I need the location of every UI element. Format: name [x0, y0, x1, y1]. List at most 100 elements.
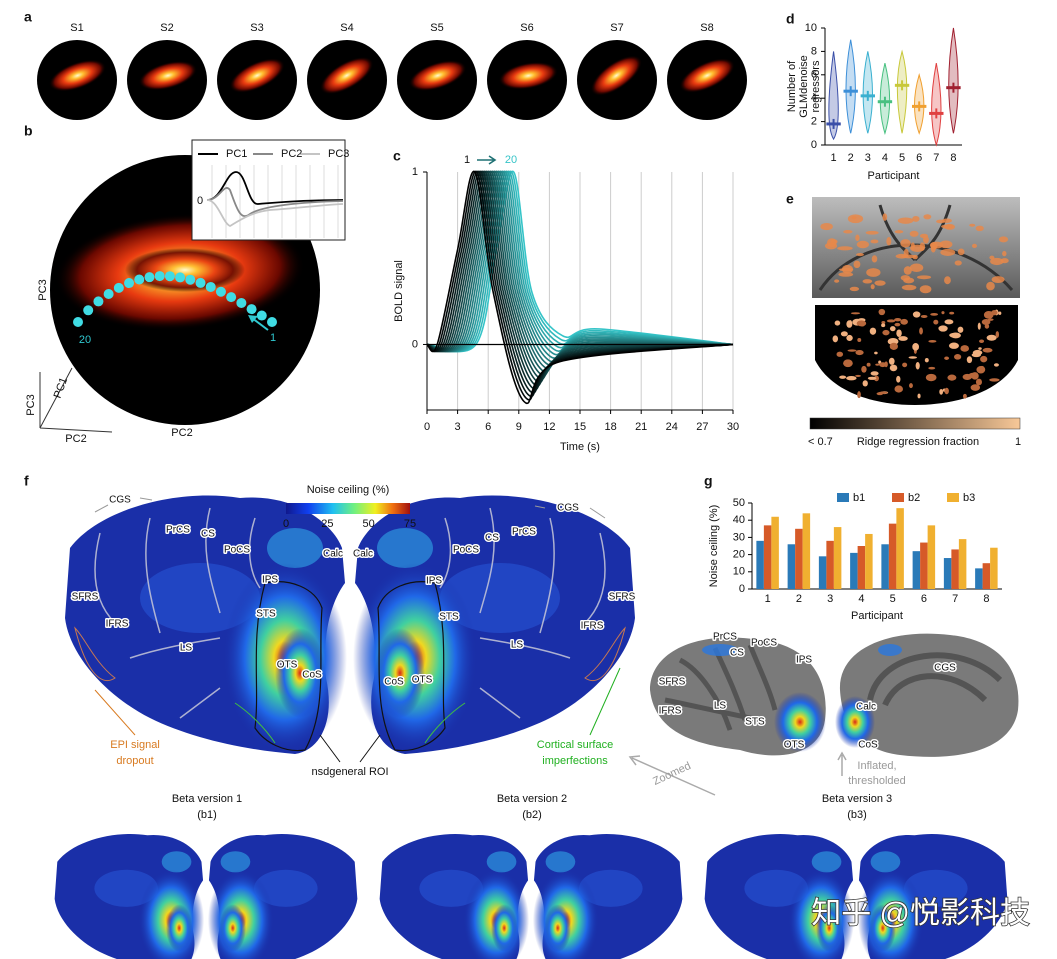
bold-curve: [426, 170, 734, 387]
ridge-blob: [847, 349, 857, 352]
bold-curve: [426, 170, 734, 401]
ridge-blob: [938, 325, 948, 332]
x-tick-label: 9: [516, 421, 522, 433]
ridge-blob: [856, 240, 869, 249]
ridge-blob: [944, 319, 954, 325]
ridge-blob: [948, 342, 959, 349]
x-tick-label: 5: [890, 593, 896, 605]
trajectory-dot: [83, 305, 94, 316]
inflated-spot: [878, 644, 902, 656]
bar: [802, 513, 811, 589]
panel-label: c: [393, 148, 401, 164]
mini-axis-label: PC2: [65, 433, 86, 445]
noise-ceiling-core: [275, 628, 325, 718]
ridge-blob: [900, 239, 911, 248]
bold-curve: [426, 170, 734, 384]
ridge-blob: [901, 284, 917, 291]
ridge-blob: [846, 376, 857, 381]
ridge-blob: [894, 230, 904, 234]
ridge-blob: [919, 233, 929, 239]
trajectory-dot: [103, 289, 114, 300]
colorbar-title: Noise ceiling (%): [307, 484, 390, 496]
ridge-blob: [928, 340, 937, 343]
trajectory-end: 1: [270, 332, 276, 344]
bold-curve: [426, 170, 734, 353]
x-axis-label: Participant: [868, 170, 920, 182]
ridge-blob: [881, 323, 886, 328]
ridge-blob: [897, 217, 914, 224]
inset-curve: [206, 199, 344, 228]
heat-core: [125, 248, 245, 292]
violin: [828, 51, 839, 141]
callout: imperfections: [542, 755, 608, 767]
bold-curve: [426, 170, 734, 398]
signal-patch: [545, 851, 576, 873]
ridge-blob: [980, 355, 988, 363]
ridge-blob: [957, 248, 965, 256]
bold-curve: [426, 170, 734, 353]
ridge-blob: [944, 356, 950, 360]
legend-swatch: [892, 493, 904, 502]
bold-curve: [426, 170, 734, 373]
trajectory-dot: [246, 304, 257, 315]
bar: [857, 546, 866, 589]
ridge-blob: [861, 365, 867, 373]
axis-label: PC3: [37, 279, 49, 300]
ridge-blob: [850, 312, 861, 315]
ridge-blob: [962, 373, 972, 380]
inflated-note: thresholded: [848, 775, 906, 787]
bar: [990, 547, 998, 589]
ridge-blob: [936, 219, 945, 224]
ridge-blob: [949, 332, 961, 338]
sulcus-label: OTS: [277, 660, 298, 671]
ridge-blob: [894, 317, 902, 322]
violin: [931, 63, 942, 147]
ridge-blob: [837, 246, 853, 251]
signal-patch: [161, 851, 192, 873]
inset-zero: 0: [197, 195, 203, 207]
inflated-hotspot: [835, 696, 875, 748]
ridge-blob: [856, 320, 867, 327]
sulcus-label: CS: [201, 529, 215, 540]
ridge-blob: [912, 311, 921, 318]
sulcus-label: Calc: [856, 702, 876, 713]
ridge-blob: [972, 349, 983, 356]
subject-label: S2: [160, 22, 173, 34]
version-title: Beta version 3: [822, 793, 892, 805]
sulcus-label: SFRS: [609, 592, 636, 603]
ridge-blob: [916, 275, 932, 280]
imperfection-outline: [234, 702, 276, 744]
ridge-blob: [909, 383, 913, 389]
sulcus-label: PrCS: [166, 525, 190, 536]
ridge-blob: [832, 335, 839, 343]
ridge-blob: [910, 244, 925, 252]
bar: [787, 544, 796, 589]
heat-blob: [138, 60, 198, 91]
ridge-blob: [989, 378, 1000, 382]
ridge-blob: [879, 362, 887, 368]
y-tick-label: 0: [811, 139, 817, 151]
ridge-blob: [969, 223, 976, 227]
ridge-blob: [983, 310, 994, 319]
inset-legend: PC2: [281, 148, 302, 160]
signal-patch: [220, 851, 251, 873]
texts: a b c d e f g PC1 PC2 PC3 0 PC3 PC2 20 1…: [24, 9, 1021, 821]
decorations: [37, 40, 1021, 959]
ridge-blob: [820, 222, 833, 231]
bold-curve: [426, 170, 734, 363]
version-title: Beta version 2: [497, 793, 567, 805]
ridge-blob: [855, 349, 864, 356]
ridge-blob: [876, 392, 884, 396]
ridge-blob: [975, 225, 984, 232]
bold-curve: [426, 170, 734, 353]
ridge-blob: [924, 358, 929, 363]
trajectory-dot: [236, 297, 247, 308]
panel-label: b: [24, 123, 33, 139]
bar: [771, 516, 779, 589]
colorbar: [286, 503, 410, 514]
x-tick-label: 7: [933, 152, 939, 164]
legend-swatch: [947, 493, 959, 502]
ridge-blob: [900, 318, 908, 325]
ridge-blob: [894, 385, 903, 393]
x-tick-label: 6: [916, 152, 922, 164]
